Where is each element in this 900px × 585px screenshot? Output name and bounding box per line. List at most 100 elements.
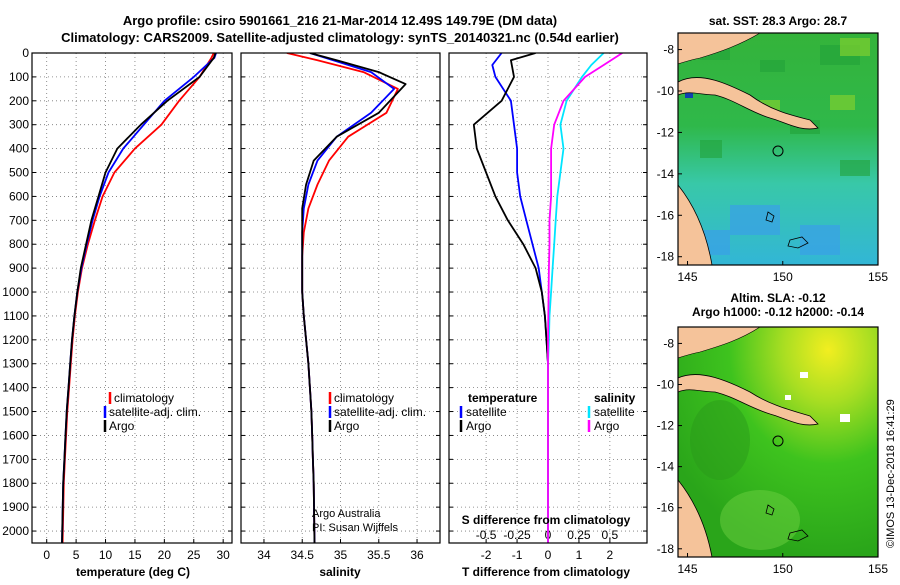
x-tick-label: 0 <box>545 548 552 562</box>
depth-tick-label: 1600 <box>2 428 29 442</box>
legend-temperature-title: temperature <box>468 391 538 405</box>
depth-tick-label: 400 <box>9 142 29 156</box>
x-tick-label: 15 <box>128 548 142 562</box>
depth-tick-label: 800 <box>9 237 29 251</box>
legend-argo-label: Argo <box>334 419 360 433</box>
depth-tick-label: 2000 <box>2 524 29 538</box>
x-tick-label: -1 <box>512 548 523 562</box>
sst-map-title: sat. SST: 28.3 Argo: 28.7 <box>709 14 848 28</box>
map-lon-label: 155 <box>868 562 888 576</box>
sla-map: Altim. SLA: -0.12 Argo h1000: -0.12 h200… <box>657 291 889 576</box>
depth-tick-label: 1300 <box>2 357 29 371</box>
x-tick-label: 34.5 <box>291 548 315 562</box>
depth-tick-label: 300 <box>9 118 29 132</box>
map-lat-label: -12 <box>657 125 675 139</box>
x-tick-label: 10 <box>99 548 113 562</box>
map-lat-label: -18 <box>657 542 675 556</box>
legend-s-argo-label: Argo <box>594 419 620 433</box>
s-diff-tick-label: -0.5 <box>476 528 497 542</box>
depth-tick-label: 1200 <box>2 333 29 347</box>
map-lat-label: -10 <box>657 84 675 98</box>
depth-tick-label: 1400 <box>2 381 29 395</box>
difference-frame <box>448 52 648 544</box>
depth-tick-label: 0 <box>22 46 29 60</box>
new-guinea-land <box>678 33 819 130</box>
x-tick-label: 36 <box>410 548 424 562</box>
x-tick-label: 2 <box>607 548 614 562</box>
header-line-1: Argo profile: csiro 5901661_216 21-Mar-2… <box>123 13 557 28</box>
sla-white-patches <box>785 372 850 422</box>
x-tick-label: 25 <box>187 548 201 562</box>
x-tick-label: 0 <box>43 548 50 562</box>
temperature-series <box>61 53 217 543</box>
difference-legend-salinity: salinity satellite Argo <box>587 391 636 433</box>
annotation-pi: PI: Susan Wijffels <box>312 522 398 534</box>
temperature-x-axis: 0 5 10 15 20 25 30 <box>43 539 230 562</box>
depth-tick-label: 700 <box>9 213 29 227</box>
salinity-series <box>286 53 407 543</box>
sst-warm-patches <box>760 38 870 110</box>
temperature-grid <box>32 52 232 543</box>
x-tick-label: 34 <box>257 548 271 562</box>
x-tick-label: 30 <box>216 548 230 562</box>
depth-tick-label: 500 <box>9 166 29 180</box>
header-line-2: Climatology: CARS2009. Satellite-adjuste… <box>61 30 619 45</box>
difference-legend-temperature: temperature satellite Argo <box>459 391 538 433</box>
map-lat-label: -16 <box>657 501 675 515</box>
map-lat-label: -16 <box>657 208 675 222</box>
map-lon-label: 145 <box>678 270 698 284</box>
x-tick-label: 35 <box>334 548 348 562</box>
salinity-frame <box>240 52 441 544</box>
float-position-marker <box>772 435 784 447</box>
sla-mid-patch <box>720 490 800 550</box>
float-position-marker <box>772 145 784 157</box>
imos-credit: ©IMOS 13-Dec-2018 16:41:29 <box>885 399 897 548</box>
sst-cold-pixel <box>685 90 693 98</box>
legend-satellite-label: satellite-adj. clim. <box>334 405 426 419</box>
north-land <box>678 33 761 65</box>
series-line-t-argo <box>472 53 549 543</box>
sla-map-axes: 145 150 155 -8 -10 -12 -14 -16 -18 <box>657 336 889 576</box>
sla-map-title-2: Argo h1000: -0.12 h2000: -0.14 <box>692 305 864 319</box>
x-tick-label: 1 <box>576 548 583 562</box>
depth-tick-label: 100 <box>9 70 29 84</box>
s-diff-tick-label: 0.25 <box>567 528 591 542</box>
x-tick-label: -2 <box>481 548 492 562</box>
new-guinea-land <box>678 327 819 426</box>
salinity-grid <box>241 52 440 543</box>
x-tick-label: 35.5 <box>367 548 391 562</box>
map-lat-label: -12 <box>657 419 675 433</box>
x-tick-label: 5 <box>73 548 80 562</box>
sla-map-frame <box>677 326 879 558</box>
sst-map: sat. SST: 28.3 Argo: 28.7 1 <box>657 14 889 284</box>
salinity-xlabel: salinity <box>319 565 361 579</box>
sla-map-body <box>678 327 878 557</box>
map-lat-label: -8 <box>663 336 674 350</box>
legend-argo-label: Argo <box>109 419 135 433</box>
reef-islands <box>765 504 809 542</box>
difference-xlabel: T difference from climatology <box>462 565 630 579</box>
difference-panel: -2 -1 0 1 2 -0.5 -0.25 0 0.25 0.5 T difference f… <box>448 52 648 579</box>
legend-t-argo-label: Argo <box>466 419 492 433</box>
depth-tick-label: 1800 <box>2 476 29 490</box>
temperature-panel: 0100200300400500600700800900100011001200… <box>2 46 233 579</box>
temperature-legend: climatology satellite-adj. clim. Argo <box>103 391 201 433</box>
series-line-argo <box>61 53 217 543</box>
series-line-s-argo <box>547 53 623 543</box>
x-tick-label: 20 <box>158 548 172 562</box>
sst-map-axes: 145 150 155 -8 -10 -12 -14 -16 -18 <box>657 43 889 284</box>
series-line-t-satellite <box>491 53 549 543</box>
salinity-legend: climatology satellite-adj. clim. Argo <box>328 391 426 433</box>
sst-map-body <box>678 33 878 265</box>
map-lat-label: -14 <box>657 167 675 181</box>
depth-tick-label: 200 <box>9 94 29 108</box>
map-lon-label: 145 <box>678 562 698 576</box>
depth-tick-label: 1100 <box>3 309 29 323</box>
legend-climatology-label: climatology <box>334 391 394 405</box>
sst-map-frame <box>677 32 879 266</box>
legend-satellite-label: satellite-adj. clim. <box>109 405 201 419</box>
temperature-xlabel: temperature (deg C) <box>76 565 190 579</box>
depth-tick-label: 900 <box>9 261 29 275</box>
north-land <box>678 327 761 359</box>
